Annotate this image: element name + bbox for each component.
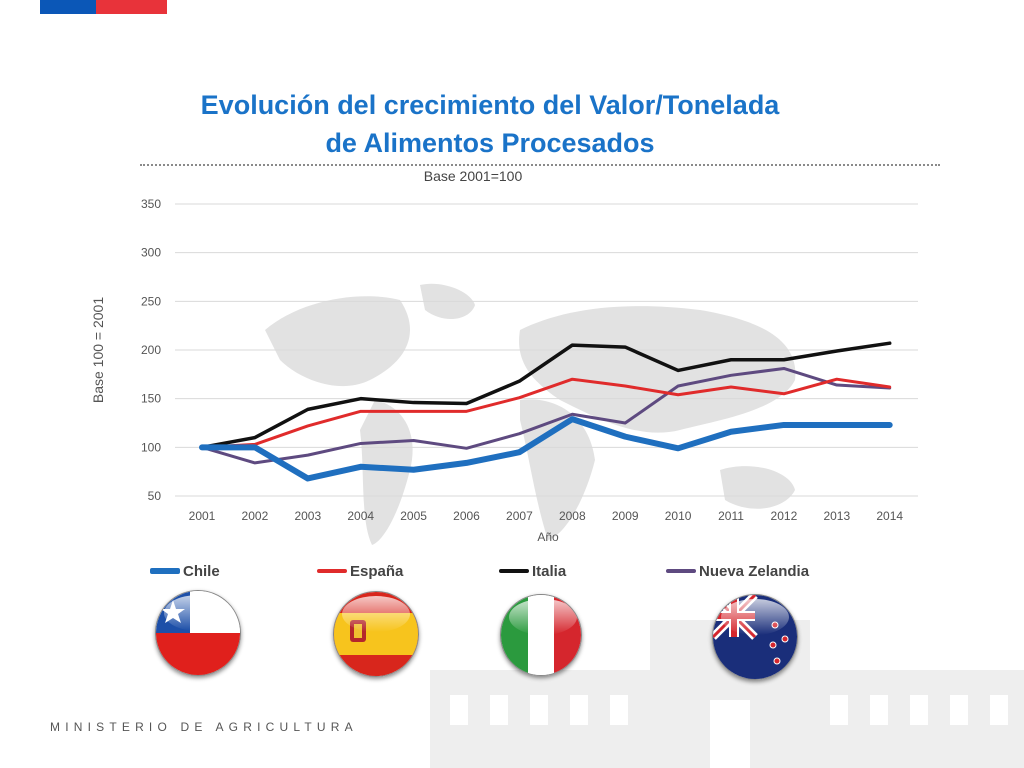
- title-line-2: de Alimentos Procesados: [325, 128, 655, 158]
- y-tick-label: 250: [141, 294, 161, 308]
- new-zealand-flag-icon: [712, 594, 798, 680]
- slide-title: Evolución del crecimiento del Valor/Tone…: [130, 86, 850, 162]
- x-tick-label: 2014: [876, 509, 903, 523]
- legend-label-espana: España: [350, 562, 404, 580]
- series-line-italia: [200, 341, 892, 450]
- series-line-espana: [200, 377, 892, 449]
- spain-flag-icon: [333, 591, 419, 677]
- x-tick-label: 2002: [242, 509, 269, 523]
- x-axis-ticks: 2001 2002 2003 2004 2005 2006 2007 2008 2009 2010…: [189, 509, 904, 523]
- legend-label-chile: Chile: [183, 562, 220, 580]
- x-tick-label: 2003: [294, 509, 321, 523]
- brand-blue-block: [40, 0, 96, 14]
- x-tick-label: 2004: [347, 509, 374, 523]
- x-tick-label: 2007: [506, 509, 533, 523]
- series-lines: [199, 341, 893, 482]
- footer-ministry: MINISTERIO DE AGRICULTURA: [50, 720, 358, 734]
- legend-swatch-nueva-zelandia: [666, 569, 696, 573]
- y-tick-label: 350: [141, 197, 161, 211]
- legend-swatch-chile: [150, 568, 180, 574]
- legend-label-nueva-zelandia: Nueva Zelandia: [699, 562, 810, 580]
- y-tick-label: 50: [148, 489, 162, 503]
- brand-red-block: [96, 0, 167, 14]
- chart-subtitle: Base 2001=100: [423, 168, 523, 184]
- x-tick-label: 2009: [612, 509, 639, 523]
- italy-flag-icon: [500, 594, 582, 676]
- legend-swatch-italia: [499, 569, 529, 573]
- y-tick-label: 200: [141, 343, 161, 357]
- legend-item-chile: Chile: [150, 561, 220, 581]
- x-tick-label: 2008: [559, 509, 586, 523]
- x-tick-label: 2001: [189, 509, 216, 523]
- x-tick-label: 2012: [771, 509, 798, 523]
- series-line-chile: [199, 416, 893, 482]
- world-map-background: [265, 283, 796, 545]
- y-axis-label: Base 100 = 2001: [90, 297, 106, 403]
- legend-item-nueva-zelandia: Nueva Zelandia: [666, 561, 809, 581]
- y-tick-label: 100: [141, 440, 161, 454]
- x-tick-label: 2006: [453, 509, 480, 523]
- chile-flag-icon: [155, 590, 241, 676]
- legend-swatch-espana: [317, 569, 347, 573]
- x-tick-label: 2005: [400, 509, 427, 523]
- y-axis-ticks: 50 100 150 200 250 300 350: [141, 197, 161, 503]
- legend-label-italia: Italia: [532, 562, 567, 580]
- series-line-nueva-zelandia: [200, 366, 892, 465]
- title-divider: [140, 164, 940, 166]
- x-tick-label: 2010: [665, 509, 692, 523]
- x-axis-label: Año: [537, 530, 559, 544]
- y-tick-label: 150: [141, 392, 161, 406]
- x-tick-label: 2011: [718, 509, 744, 523]
- brand-flag-bar: [40, 0, 167, 14]
- grid-lines: [175, 203, 918, 497]
- legend-item-espana: España: [317, 561, 403, 581]
- legend-item-italia: Italia: [499, 561, 566, 581]
- y-tick-label: 300: [141, 246, 161, 260]
- x-tick-label: 2013: [823, 509, 850, 523]
- title-line-1: Evolución del crecimiento del Valor/Tone…: [200, 90, 780, 120]
